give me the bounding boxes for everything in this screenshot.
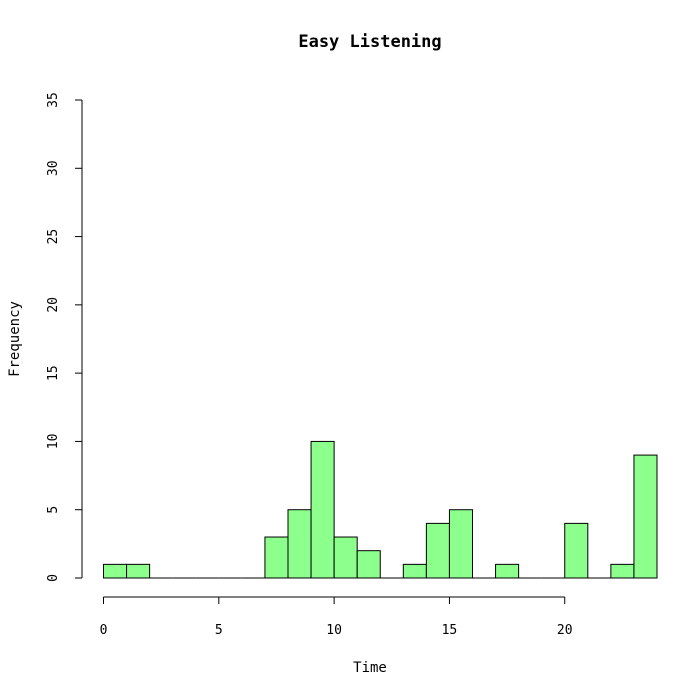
- y-tick-label: 25: [46, 229, 61, 245]
- histogram-bar: [333, 536, 358, 579]
- histogram-bar: [310, 440, 335, 579]
- histogram-bar: [103, 563, 128, 579]
- y-axis: 0 5 10 15 20 25 30 35: [46, 92, 83, 582]
- y-tick-label: 5: [46, 506, 61, 514]
- histogram-bar: [425, 522, 450, 579]
- y-tick-label: 15: [46, 365, 61, 381]
- y-tick-label: 10: [46, 434, 61, 450]
- y-tick-label: 35: [46, 92, 61, 108]
- x-tick-label: 0: [100, 623, 108, 638]
- histogram-bar: [448, 509, 473, 579]
- x-axis: 0 5 10 15 20: [100, 596, 573, 638]
- x-tick-label: 20: [557, 623, 573, 638]
- x-tick-label: 10: [326, 623, 342, 638]
- x-axis-label: Time: [353, 660, 387, 676]
- y-tick-label: 30: [46, 160, 61, 176]
- x-tick-label: 5: [215, 623, 223, 638]
- y-tick-label: 20: [46, 297, 61, 313]
- histogram-bar: [356, 550, 381, 579]
- histogram-bar: [564, 522, 589, 579]
- y-axis-label: Frequency: [7, 301, 23, 377]
- histogram-bar: [633, 454, 658, 579]
- histogram-bar: [402, 563, 427, 579]
- y-tick-label: 0: [46, 574, 61, 582]
- histogram-bar: [287, 509, 312, 579]
- x-tick-label: 15: [442, 623, 458, 638]
- histogram-bar: [264, 536, 289, 579]
- histogram-bar: [495, 563, 520, 579]
- histogram-bar: [126, 563, 151, 579]
- histogram-bar: [610, 563, 635, 579]
- chart-title: Easy Listening: [298, 32, 441, 52]
- bars-group: [103, 440, 658, 579]
